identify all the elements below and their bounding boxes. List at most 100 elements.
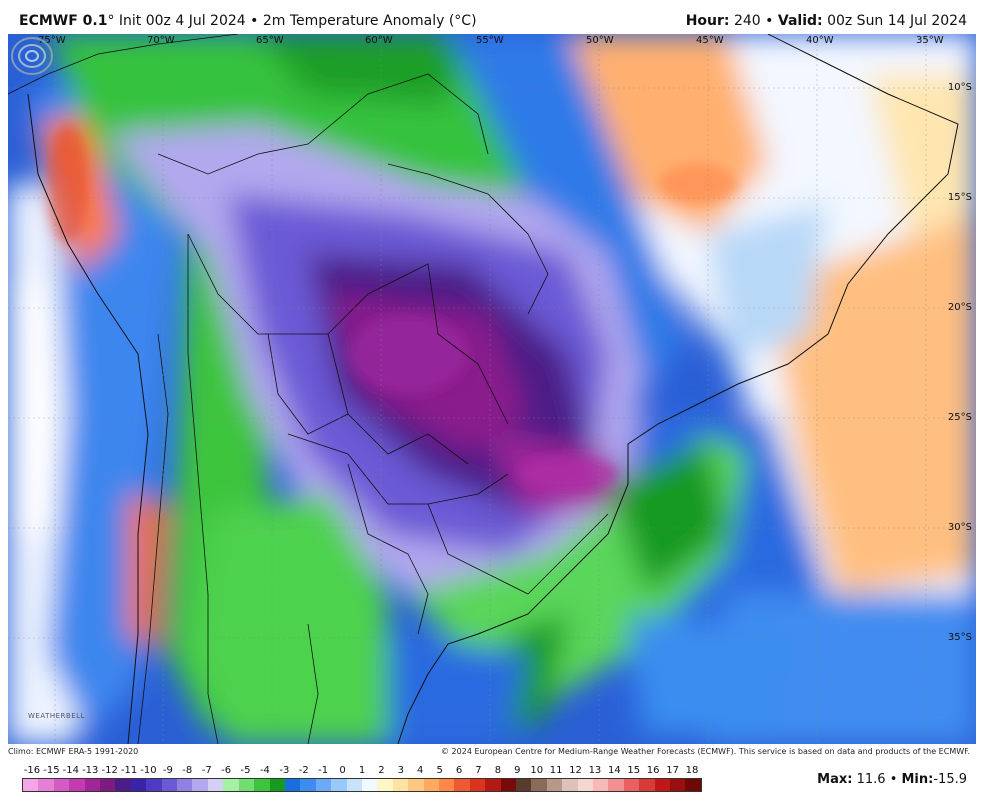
color-scale-legend: -16 -15 -14 -13 -12 -11 -10 -9 -8 -7 -6 -5 -4 -3 -2 -1 0… — [22, 765, 702, 795]
scale-tick-label: -3 — [279, 765, 290, 776]
max-value: 11.6 — [856, 772, 886, 787]
lon-label: 70°W — [147, 35, 175, 46]
color-bar-segment — [608, 779, 624, 791]
scale-tick-label: -2 — [298, 765, 309, 776]
scale-tick-label: -5 — [240, 765, 251, 776]
color-bar-segment — [500, 779, 516, 791]
atlantic-coastline — [397, 34, 959, 744]
color-bar-segment — [146, 779, 162, 791]
scale-tick-label: -12 — [101, 765, 118, 776]
lat-label: 15°S — [947, 192, 972, 203]
color-bar-segment — [346, 779, 362, 791]
temperature-anomaly-map[interactable]: 75°W 70°W 65°W 60°W 55°W 50°W 45°W 40°W … — [8, 34, 976, 744]
color-bar-segment — [100, 779, 116, 791]
lat-label: 10°S — [947, 82, 972, 93]
color-bar-segment — [315, 779, 332, 791]
climo-note: Climo: ECMWF ERA-5 1991-2020 — [8, 747, 139, 756]
scale-tick-label: 11 — [549, 765, 563, 776]
scale-tick-label: 5 — [436, 765, 443, 776]
color-bar-segment — [269, 779, 285, 791]
scale-tick-label: -13 — [82, 765, 99, 776]
color-bar-segment — [331, 779, 347, 791]
color-bar-segment — [469, 779, 486, 791]
degree-symbol: ° — [107, 13, 115, 29]
scale-tick-label: 7 — [475, 765, 482, 776]
scale-tick-label: 17 — [666, 765, 679, 776]
hour-label: Hour: — [685, 13, 730, 29]
lat-label: 20°S — [947, 302, 972, 313]
color-bar-segment — [130, 779, 147, 791]
graticule — [8, 34, 976, 744]
valid-time-info: Hour: 240 • Valid: 00z Sun 14 Jul 2024 — [686, 13, 967, 29]
scale-tick-label: -16 — [23, 765, 41, 776]
min-label: Min: — [901, 772, 934, 787]
valid-time: 00z Sun 14 Jul 2024 — [827, 13, 967, 29]
separator: • — [250, 13, 259, 29]
color-bar-segment — [654, 779, 671, 791]
copyright-note: © 2024 European Centre for Medium-Range … — [441, 747, 970, 756]
color-bar-segment — [161, 779, 178, 791]
scale-tick-label: -14 — [62, 765, 79, 776]
scale-tick-label: -6 — [221, 765, 232, 776]
color-bar — [22, 778, 702, 792]
scale-tick-label: -8 — [182, 765, 193, 776]
scale-tick-label: 4 — [417, 765, 424, 776]
separator: • — [889, 772, 898, 787]
color-bar-segment — [284, 779, 301, 791]
scale-tick-label: 16 — [646, 765, 660, 776]
color-bar-segment — [408, 779, 424, 791]
scale-tick-label: 8 — [494, 765, 502, 776]
color-bar-segment — [223, 779, 239, 791]
color-bar-segment — [392, 779, 409, 791]
scale-tick-label: 1 — [358, 765, 366, 776]
color-bar-segment — [84, 779, 101, 791]
color-bar-segment — [361, 779, 378, 791]
color-bar-segment — [438, 779, 455, 791]
scale-tick-label: 13 — [588, 765, 602, 776]
lon-label: 35°W — [916, 35, 944, 46]
scale-tick-label: -15 — [43, 765, 60, 776]
scale-tick-label: 2 — [378, 765, 385, 776]
color-bar-segment — [377, 779, 393, 791]
map-title: ECMWF 0.1° Init 00z 4 Jul 2024 • 2m Temp… — [19, 13, 477, 29]
color-bar-segment — [454, 779, 470, 791]
color-bar-segment — [38, 779, 54, 791]
scale-tick-label: -4 — [259, 765, 270, 776]
color-bar-segment — [192, 779, 208, 791]
color-bar-segment — [115, 779, 131, 791]
scale-tick-label: 18 — [685, 765, 699, 776]
anomaly-field — [8, 34, 976, 744]
weatherbell-logo-icon — [11, 37, 53, 75]
color-bar-segment — [53, 779, 70, 791]
forecast-hour: 240 — [733, 13, 761, 29]
map-canvas — [8, 34, 976, 744]
scale-tick-label: 15 — [627, 765, 641, 776]
lat-label: 35°S — [947, 632, 972, 643]
scale-tick-label: 14 — [607, 765, 621, 776]
lon-label: 55°W — [476, 35, 504, 46]
color-bar-segment — [670, 779, 686, 791]
color-bar-segment — [238, 779, 255, 791]
color-bar-segment — [516, 779, 532, 791]
init-time: Init 00z 4 Jul 2024 — [118, 13, 246, 29]
scale-tick-label: -7 — [201, 765, 212, 776]
scale-tick-label: 0 — [339, 765, 346, 776]
header-bar: ECMWF 0.1° Init 00z 4 Jul 2024 • 2m Temp… — [0, 0, 984, 34]
color-bar-segment — [562, 779, 578, 791]
color-bar-segment — [254, 779, 270, 791]
scale-tick-label: 10 — [530, 765, 544, 776]
color-bar-segment — [531, 779, 547, 791]
color-bar-segment — [23, 779, 39, 791]
scale-tick-label: 6 — [455, 765, 463, 776]
lon-label: 40°W — [806, 35, 834, 46]
scale-ticks: -16 -15 -14 -13 -12 -11 -10 -9 -8 -7 -6 -5 -4 -3 -2 -1 0… — [22, 765, 702, 778]
color-bar-segment — [69, 779, 85, 791]
model-name: ECMWF 0.1 — [19, 13, 108, 29]
color-bar-segment — [593, 779, 609, 791]
color-bar-segment — [639, 779, 655, 791]
max-min-readout: Max: 11.6 • Min:-15.9 — [817, 772, 967, 787]
separator: • — [765, 13, 774, 29]
color-bar-segment — [300, 779, 316, 791]
lon-label: 65°W — [256, 35, 284, 46]
scale-tick-label: 12 — [569, 765, 582, 776]
